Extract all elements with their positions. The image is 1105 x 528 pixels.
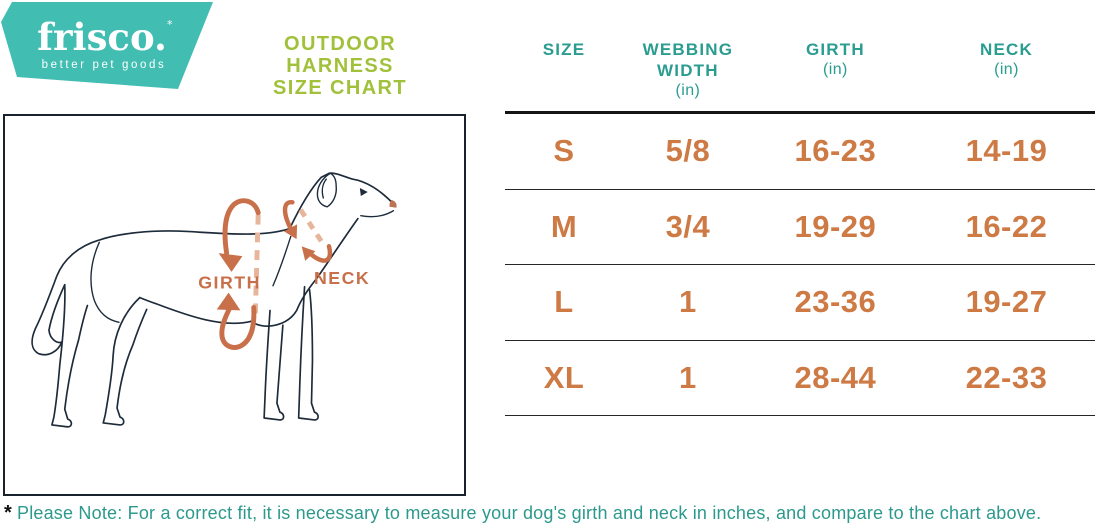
size-value: XL xyxy=(543,359,585,395)
logo-trademark-icon: * xyxy=(167,18,173,31)
page-title-line2: SIZE CHART xyxy=(273,77,407,99)
table-row: M 3/4 19-29 16-22 xyxy=(505,190,1095,265)
neck-arrow-icon xyxy=(283,224,298,240)
size-value: L xyxy=(554,284,574,320)
table-row: L 1 23-36 19-27 xyxy=(505,265,1095,341)
girth-up-arrow-icon xyxy=(216,292,241,311)
column-header-webbing-width: WEBBING WIDTH (in) xyxy=(642,40,734,99)
footnote: * Please Note: For a correct fit, it is n… xyxy=(4,502,1104,525)
neck-arrow-loop xyxy=(282,199,333,263)
neck-tape-dashed-line xyxy=(298,208,326,246)
column-header-size: SIZE xyxy=(542,40,586,59)
girth-value: 28-44 xyxy=(794,359,877,395)
page-title-line1: OUTDOOR HARNESS xyxy=(283,33,397,77)
logo-wordmark: frisco. xyxy=(37,15,167,59)
size-table: SIZE WEBBING WIDTH (in) GIRTH (in) NECK … xyxy=(505,30,1095,416)
dog-diagram-frame: GIRTH NECK xyxy=(3,114,466,496)
webbing-width-value: 5/8 xyxy=(665,133,711,169)
neck-value: 16-22 xyxy=(965,208,1048,244)
girth-down-arrow-icon xyxy=(218,253,243,272)
dog-eye xyxy=(359,188,368,196)
dog-outline xyxy=(31,172,396,428)
logo-tagline: better pet goods xyxy=(42,59,167,71)
girth-value: 16-23 xyxy=(794,133,877,169)
girth-tape-dashed-line xyxy=(252,214,261,318)
girth-arrow-loop xyxy=(216,198,261,350)
page-title: OUTDOOR HARNESS SIZE CHART xyxy=(228,33,452,99)
dog-measurement-diagram: GIRTH NECK xyxy=(31,172,397,428)
table-row: XL 1 28-44 22-33 xyxy=(505,341,1095,416)
neck-value: 19-27 xyxy=(965,284,1048,320)
girth-label: GIRTH xyxy=(198,273,261,293)
neck-value: 14-19 xyxy=(965,133,1048,169)
dog-nose xyxy=(389,199,397,208)
neck-value: 22-33 xyxy=(965,359,1048,395)
neck-label: NECK xyxy=(314,268,370,288)
girth-value: 19-29 xyxy=(794,208,877,244)
footnote-text: Please Note: For a correct fit, it is ne… xyxy=(16,503,1042,523)
dog-face-details xyxy=(359,188,397,208)
size-table-header: SIZE WEBBING WIDTH (in) GIRTH (in) NECK … xyxy=(505,30,1095,114)
webbing-width-value: 1 xyxy=(679,284,697,320)
size-value: M xyxy=(550,208,578,244)
table-row: S 5/8 16-23 14-19 xyxy=(505,114,1095,190)
footnote-asterisk: * xyxy=(4,502,12,524)
girth-value: 23-36 xyxy=(794,284,877,320)
webbing-width-value: 3/4 xyxy=(665,208,711,244)
webbing-width-value: 1 xyxy=(679,359,697,395)
logo-banner-shape xyxy=(1,2,213,89)
size-value: S xyxy=(553,133,575,169)
column-header-neck: NECK (in) xyxy=(979,40,1033,78)
frisco-logo: frisco. * better pet goods xyxy=(1,2,213,89)
column-header-girth: GIRTH (in) xyxy=(805,40,865,78)
